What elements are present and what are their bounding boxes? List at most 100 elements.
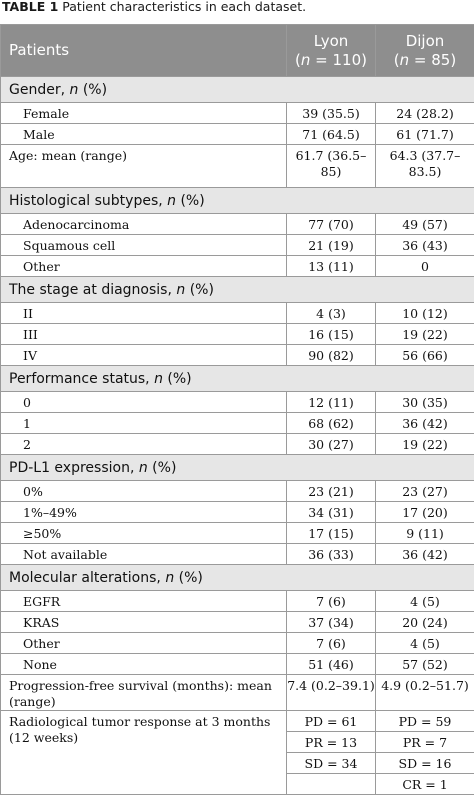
dijon-value: 4 (5) — [375, 590, 474, 612]
lyon-value: 90 (82) — [286, 344, 376, 366]
table-row: Not available 36 (33) 36 (42) — [0, 543, 474, 565]
header-lyon: Lyon (n = 110) — [286, 24, 376, 77]
table-caption: TABLE 1 Patient characteristics in each … — [2, 0, 306, 24]
dijon-value: 4.9 (0.2–51.7) — [375, 674, 474, 711]
section-molecular: Molecular alterations, n (%) — [0, 564, 474, 591]
section-var: n — [165, 569, 175, 586]
lyon-value: 13 (11) — [286, 255, 376, 277]
table-row: EGFR 7 (6) 4 (5) — [0, 590, 474, 612]
lyon-value: 17 (15) — [286, 522, 376, 544]
lyon-value: 37 (34) — [286, 611, 376, 633]
row-label: 0 — [0, 391, 287, 413]
row-label: Female — [0, 102, 287, 124]
section-var: n — [138, 459, 148, 476]
lyon-value: 7 (6) — [286, 632, 376, 654]
table-row: Male 71 (64.5) 61 (71.7) — [0, 123, 474, 145]
table-row: 1 68 (62) 36 (42) — [0, 412, 474, 434]
lyon-n-var: n — [300, 50, 311, 69]
dijon-value: 30 (35) — [375, 391, 474, 413]
dijon-n-open: ( — [393, 50, 400, 69]
table-title: Patient characteristics in each dataset. — [62, 0, 307, 14]
lyon-value: 7.4 (0.2–39.1) — [286, 674, 376, 711]
dijon-value: 10 (12) — [375, 302, 474, 324]
row-label: III — [0, 323, 287, 345]
row-label: Age: mean (range) — [0, 144, 287, 188]
table-row: Progression-free survival (months): mean… — [0, 674, 474, 711]
table-row: IV 90 (82) 56 (66) — [0, 344, 474, 366]
section-var: n — [154, 370, 163, 387]
header-dijon: Dijon (n = 85) — [375, 24, 474, 77]
table-row: Radiological tumor response at 3 months … — [0, 710, 474, 795]
section-title: Histological subtypes, — [9, 192, 168, 209]
table-row: PR = 13 PR = 7 — [1, 731, 474, 753]
section-title: Performance status, — [9, 370, 155, 387]
dijon-value: 36 (43) — [375, 234, 474, 256]
lyon-value: 23 (21) — [286, 480, 376, 502]
section-pdl1: PD-L1 expression, n (%) — [0, 454, 474, 481]
lyon-value: 4 (3) — [286, 302, 376, 324]
dijon-label: Dijon — [405, 31, 445, 50]
section-performance: Performance status, n (%) — [0, 365, 474, 392]
section-title: PD-L1 expression, — [9, 459, 139, 476]
section-title: Gender, — [9, 81, 70, 98]
table-header: Patients Lyon (n = 110) Dijon (n = 85) — [0, 24, 474, 77]
section-unit: (%) — [176, 192, 205, 209]
dijon-value: 19 (22) — [375, 433, 474, 455]
row-label: Adenocarcinoma — [0, 213, 287, 235]
table-row: Other 7 (6) 4 (5) — [0, 632, 474, 654]
section-unit: (%) — [185, 281, 214, 298]
dijon-value: SD = 16 — [375, 752, 474, 774]
lyon-value — [286, 773, 376, 795]
table-row: 1%–49% 34 (31) 17 (20) — [0, 501, 474, 523]
row-label: KRAS — [0, 611, 287, 633]
table-row: 2 30 (27) 19 (22) — [0, 433, 474, 455]
lyon-value: PD = 61 — [286, 710, 376, 732]
section-unit: (%) — [147, 459, 177, 476]
section-var: n — [69, 81, 79, 98]
table-row: II 4 (3) 10 (12) — [0, 302, 474, 324]
section-histology: Histological subtypes, n (%) — [0, 187, 474, 214]
dijon-value: 36 (42) — [375, 543, 474, 565]
table-row: III 16 (15) 19 (22) — [0, 323, 474, 345]
dijon-value: 64.3 (37.7–83.5) — [375, 144, 474, 188]
row-label: IV — [0, 344, 287, 366]
section-gender: Gender, n (%) — [0, 76, 474, 103]
section-unit: (%) — [78, 81, 108, 98]
dijon-value: 19 (22) — [375, 323, 474, 345]
dijon-n-var: n — [399, 50, 410, 69]
dijon-value: 20 (24) — [375, 611, 474, 633]
dijon-value: 23 (27) — [375, 480, 474, 502]
row-label: Male — [0, 123, 287, 145]
lyon-value: 12 (11) — [286, 391, 376, 413]
table-row: Squamous cell 21 (19) 36 (43) — [0, 234, 474, 256]
table-number: TABLE 1 — [2, 0, 59, 14]
lyon-value: 7 (6) — [286, 590, 376, 612]
table-row: ≥50% 17 (15) 9 (11) — [0, 522, 474, 544]
lyon-value: 30 (27) — [286, 433, 376, 455]
row-label: 0% — [0, 480, 287, 502]
table-row: KRAS 37 (34) 20 (24) — [0, 611, 474, 633]
section-stage: The stage at diagnosis, n (%) — [0, 276, 474, 303]
lyon-value: 68 (62) — [286, 412, 376, 434]
section-unit: (%) — [162, 370, 192, 387]
table-row: Adenocarcinoma 77 (70) 49 (57) — [0, 213, 474, 235]
row-label: Progression-free survival (months): mean… — [0, 674, 287, 711]
section-var: n — [176, 281, 186, 298]
dijon-value: PR = 7 — [375, 731, 474, 753]
lyon-value: 61.7 (36.5–85) — [286, 144, 376, 188]
lyon-value: 21 (19) — [286, 234, 376, 256]
lyon-value: 39 (35.5) — [286, 102, 376, 124]
dijon-value: 36 (42) — [375, 412, 474, 434]
section-unit: (%) — [174, 569, 203, 586]
table-row: None 51 (46) 57 (52) — [0, 653, 474, 675]
row-label: None — [0, 653, 287, 675]
lyon-value: 51 (46) — [286, 653, 376, 675]
dijon-value: 61 (71.7) — [375, 123, 474, 145]
dijon-value: 0 — [375, 255, 474, 277]
lyon-value: PR = 13 — [286, 731, 376, 753]
lyon-label: Lyon — [313, 31, 349, 50]
header-patients: Patients — [0, 24, 287, 77]
dijon-value: 4 (5) — [375, 632, 474, 654]
lyon-value: 16 (15) — [286, 323, 376, 345]
row-label: Not available — [0, 543, 287, 565]
